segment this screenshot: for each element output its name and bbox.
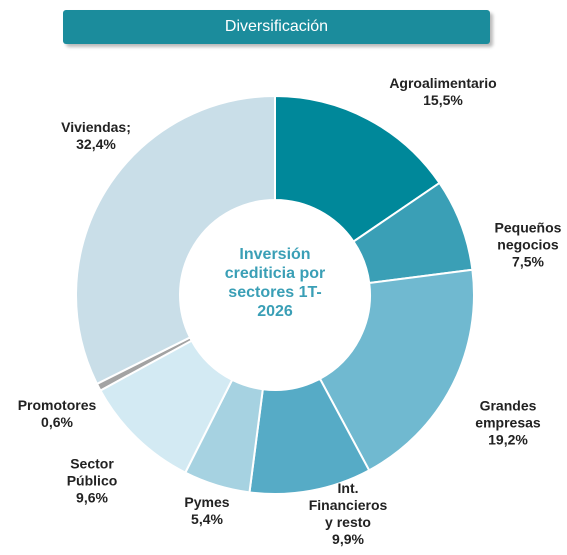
- slice-label: Viviendas; 32,4%: [46, 119, 146, 153]
- value-label: 9,9%: [332, 531, 364, 547]
- category-label: Agroalimentario: [389, 75, 497, 91]
- value-label: 7,5%: [512, 253, 544, 270]
- value-label: 9,6%: [76, 489, 108, 506]
- category-label: Grandes empresas: [475, 397, 541, 431]
- slice-label: Pymes 5,4%: [167, 494, 247, 528]
- value-label: 15,5%: [423, 92, 463, 108]
- slice-label: Promotores 0,6%: [7, 397, 107, 431]
- value-label: 19,2%: [488, 431, 528, 448]
- slice: [318, 268, 475, 472]
- value-label: 0,6%: [41, 414, 73, 430]
- category-label: Pymes: [184, 494, 230, 510]
- category-label: Pequeños negocios: [494, 219, 562, 253]
- slice-label: Int. Financieros y resto 9,9%: [303, 480, 393, 548]
- category-label: Sector Público: [66, 455, 118, 489]
- slice-label: Agroalimentario 15,5%: [373, 75, 513, 109]
- category-label: Promotores: [17, 397, 97, 413]
- category-label: Viviendas;: [61, 119, 131, 135]
- slice-label: Grandes empresas 19,2%: [468, 398, 548, 449]
- category-label: Int. Financieros y resto: [308, 480, 388, 530]
- slice: [75, 94, 276, 386]
- value-label: 32,4%: [76, 136, 116, 152]
- center-label: Inversión crediticia por sectores 1T-202…: [224, 246, 326, 320]
- value-label: 5,4%: [191, 511, 223, 527]
- slice-label: Pequeños negocios 7,5%: [488, 220, 567, 271]
- slice-label: Sector Público 9,6%: [62, 456, 122, 507]
- chart-title: Diversificación: [63, 10, 490, 44]
- slice: [274, 94, 441, 243]
